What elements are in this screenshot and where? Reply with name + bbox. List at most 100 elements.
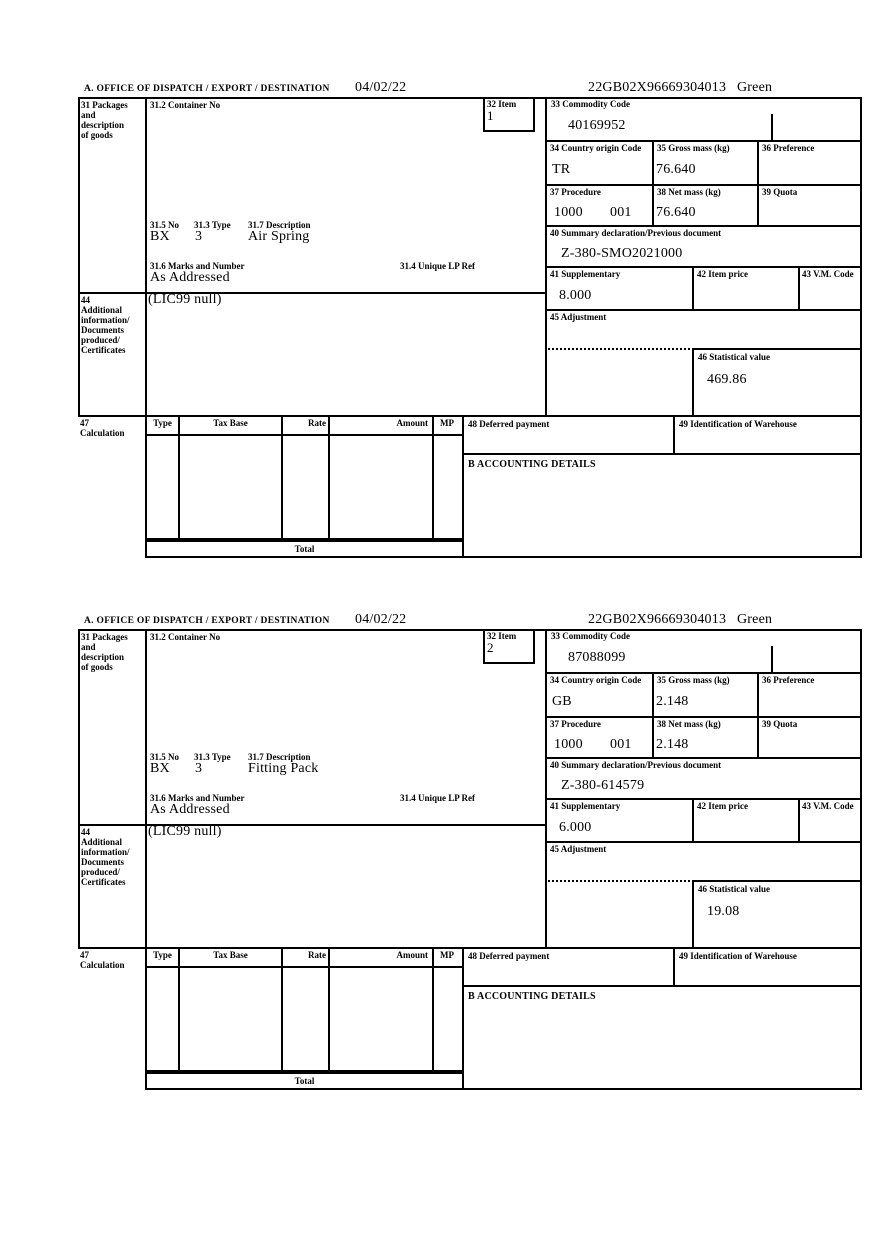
declaration-date: 04/02/22: [355, 612, 407, 627]
sad-item-form: A. OFFICE OF DISPATCH / EXPORT / DESTINA…: [78, 78, 864, 570]
box31-box44-divider: [78, 292, 547, 294]
goods-description-value: Air Spring: [248, 229, 310, 244]
calc-col2-divider: [281, 415, 283, 540]
deferred-payment-label: 48 Deferred payment: [468, 951, 550, 961]
supplementary-label: 41 Supplementary: [550, 269, 621, 279]
vm-code-label: 43 V.M. Code: [802, 801, 854, 811]
calc-col3-divider: [328, 947, 330, 1072]
item-number-value: 1: [487, 108, 494, 123]
box40-bottom-line: [545, 798, 862, 800]
deferred-payment-label: 48 Deferred payment: [468, 419, 550, 429]
item-box-right-line: [533, 97, 535, 132]
item-number-value: 2: [487, 640, 494, 655]
marks-and-number-value: As Addressed: [150, 802, 230, 817]
routing-status: Green: [737, 612, 773, 627]
item-label: 32 Item: [487, 631, 517, 641]
calc-left-line: [145, 415, 147, 540]
box48-49-divider: [673, 415, 675, 455]
calc-body-bottom-line: [145, 1070, 464, 1072]
calc-col3-divider: [328, 415, 330, 540]
packages-type-value: 3: [195, 761, 203, 776]
calc-col-type: Type: [153, 418, 172, 428]
warehouse-id-label: 49 Identification of Warehouse: [679, 951, 797, 961]
calc-col-tax-base: Tax Base: [213, 950, 248, 960]
packages-type-label: 31.3 Type: [194, 220, 231, 230]
net-mass-value: 2.148: [656, 737, 689, 752]
declaration-reference: 22GB02X96669304013: [588, 80, 727, 95]
marks-and-number-value: As Addressed: [150, 270, 230, 285]
accounting-details-label: B ACCOUNTING DETAILS: [468, 459, 596, 470]
dotted-left-line: [545, 348, 547, 415]
country-origin-value: GB: [552, 694, 572, 709]
procedure-value-2: 001: [610, 737, 632, 752]
box42-43-divider: [798, 798, 800, 843]
office-of-dispatch-label: A. OFFICE OF DISPATCH / EXPORT / DESTINA…: [84, 616, 330, 626]
packages-description-label: 31 Packages and description of goods: [81, 100, 128, 140]
item-box-bottom-line: [483, 130, 535, 132]
additional-information-label: 44 Additional information/ Documents pro…: [81, 827, 130, 887]
item-box-right-line: [533, 629, 535, 664]
calculation-label: 47 Calculation: [80, 418, 125, 438]
calculation-label: 47 Calculation: [80, 950, 125, 970]
procedure-value-2: 001: [610, 205, 632, 220]
calc-col-amount: Amount: [396, 418, 428, 428]
gross-mass-label: 35 Gross mass (kg): [657, 143, 730, 153]
goods-description-label: 31.7 Description: [248, 220, 311, 230]
adjustment-label: 45 Adjustment: [550, 844, 607, 854]
box35-36-divider: [757, 140, 759, 227]
commodity-code-value: 40169952: [568, 118, 626, 133]
statistical-value-label: 46 Statistical value: [698, 352, 770, 362]
border-right-line: [860, 97, 862, 558]
calc-body-bottom-line: [145, 538, 464, 540]
supplementary-value: 8.000: [559, 288, 592, 303]
left-column-divider: [145, 97, 147, 417]
main-bottom-line: [78, 947, 862, 949]
statistical-value: 19.08: [707, 904, 740, 919]
dotted-top-line: [545, 348, 694, 350]
commodity-code-label: 33 Commodity Code: [551, 99, 630, 109]
quota-label: 39 Quota: [762, 187, 798, 197]
packages-no-label: 31.5 No: [150, 752, 179, 762]
preference-label: 36 Preference: [762, 675, 815, 685]
container-no-label: 31.2 Container No: [150, 100, 221, 110]
warehouse-id-label: 49 Identification of Warehouse: [679, 419, 797, 429]
marks-and-number-label: 31.6 Marks and Number: [150, 261, 245, 271]
box46-left-line: [692, 348, 694, 417]
box37-row-bottom-line: [545, 757, 862, 759]
packages-description-label: 31 Packages and description of goods: [81, 632, 128, 672]
box41-42-divider: [692, 798, 694, 843]
calc-col-tax-base: Tax Base: [213, 418, 248, 428]
border-top-line: [78, 629, 862, 631]
box46-top-line: [692, 348, 862, 350]
previous-document-label: 40 Summary declaration/Previous document: [550, 228, 722, 238]
accounting-bottom-line: [462, 556, 862, 558]
main-bottom-line: [78, 415, 862, 417]
quota-label: 39 Quota: [762, 719, 798, 729]
country-origin-label: 34 Country origin Code: [550, 143, 642, 153]
vm-code-label: 43 V.M. Code: [802, 269, 854, 279]
gross-mass-value: 2.148: [656, 694, 689, 709]
item-box-left-line: [483, 97, 485, 132]
box42-43-divider: [798, 266, 800, 311]
container-no-label: 31.2 Container No: [150, 632, 221, 642]
adjustment-label: 45 Adjustment: [550, 312, 607, 322]
border-top-line: [78, 97, 862, 99]
item-price-label: 42 Item price: [697, 801, 748, 811]
dotted-left-line: [545, 880, 547, 947]
box46-left-line: [692, 880, 694, 949]
item-box-bottom-line: [483, 662, 535, 664]
additional-information-label: 44 Additional information/ Documents pro…: [81, 295, 130, 355]
commodity-code-label: 33 Commodity Code: [551, 631, 630, 641]
box41-42-divider: [692, 266, 694, 311]
calc-header-bottom-line: [145, 434, 464, 436]
country-origin-value: TR: [552, 162, 571, 177]
calc-col-amount: Amount: [396, 950, 428, 960]
goods-description-value: Fitting Pack: [248, 761, 319, 776]
box31-box44-divider: [78, 824, 547, 826]
statistical-value: 469.86: [707, 372, 747, 387]
declaration-reference: 22GB02X96669304013: [588, 612, 727, 627]
calc-right-line: [462, 415, 464, 540]
procedure-label: 37 Procedure: [550, 187, 601, 197]
previous-document-label: 40 Summary declaration/Previous document: [550, 760, 722, 770]
